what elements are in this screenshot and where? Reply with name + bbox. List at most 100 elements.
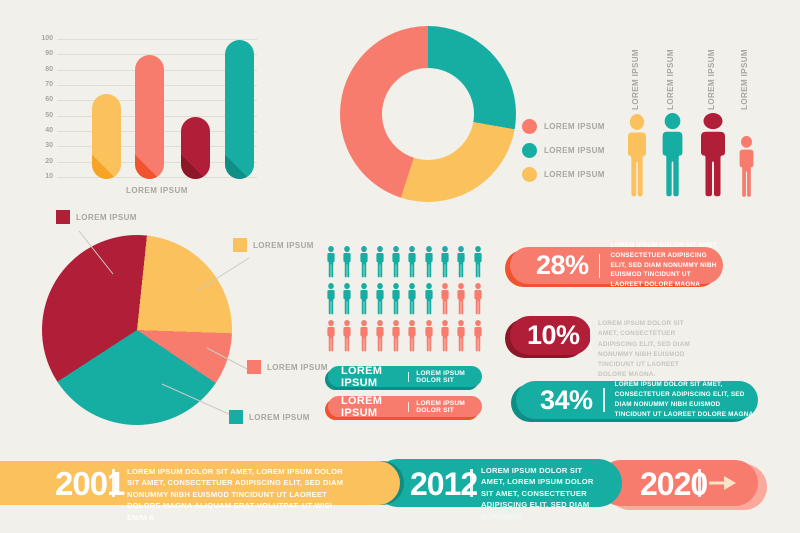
bar-bottom-shade [135, 154, 164, 179]
figure-label-vertical: LOREM IPSUM [707, 49, 716, 110]
legend-label: LOREM IPSUM [544, 146, 605, 155]
pie-key: LOREM IPSUM [247, 360, 328, 374]
person-icon [455, 283, 467, 315]
bar-bottom-shade [181, 154, 210, 179]
stat-divider [589, 322, 591, 349]
donut-hole [382, 68, 474, 160]
figure-label-vertical: LOREM IPSUM [631, 49, 640, 110]
stat-pill-28: 28% LOREM IPSUM DOLOR SIT AMET, CONSECTE… [510, 242, 723, 288]
stat-text-outside: LOREM IPSUM DOLOR SIT AMET, CONSECTETUER… [598, 320, 690, 379]
person-icon [325, 246, 337, 278]
pie-key-label: LOREM IPSUM [76, 212, 137, 222]
person-icon [423, 320, 435, 352]
bar-chart-x-label: LOREM IPSUM [126, 186, 188, 195]
pie-key: LOREM IPSUM [233, 238, 314, 252]
person-icon [472, 320, 484, 352]
legend-dot-yellow-icon [522, 167, 537, 182]
y-tick-label: 30 [45, 142, 53, 150]
person-icon [406, 246, 418, 278]
people-grid-row [325, 283, 484, 315]
stat-divider [598, 253, 601, 278]
person-icon [439, 320, 451, 352]
swatch-yellow-icon [233, 238, 247, 252]
bar-bottom-shade [225, 154, 254, 179]
y-tick-label: 90 [45, 50, 53, 58]
person-figure-icon [656, 113, 689, 198]
ribbon-divider [408, 401, 410, 412]
person-icon [455, 320, 467, 352]
stat-pill-10: 10% [510, 316, 591, 355]
stat-text: LOREM IPSUM DOLOR SIT AMET, CONSECTETUER… [610, 241, 719, 289]
y-tick-label: 80 [45, 65, 53, 73]
stat-text: LOREM IPSUM DOLOR SIT AMET, CONSECTETUER… [614, 381, 754, 418]
pie-key-label: LOREM IPSUM [267, 362, 328, 372]
person-icon [358, 320, 370, 352]
legend-label: LOREM IPSUM [544, 122, 605, 131]
legend-item: LOREM IPSUM [522, 167, 605, 182]
person-figure-icon [735, 136, 758, 198]
person-icon [341, 320, 353, 352]
grid-line [57, 54, 257, 56]
ribbon-teal: LOREM IPSUM LOREM IPSUM DOLOR SIT [328, 364, 482, 389]
person-icon [374, 246, 386, 278]
y-tick-label: 70 [45, 80, 53, 88]
stat-value: 34% [540, 384, 593, 415]
people-grid-row [325, 320, 484, 352]
pie-key: LOREM IPSUM [229, 410, 310, 424]
y-tick-label: 100 [41, 35, 53, 42]
y-tick-label: 20 [45, 157, 53, 165]
people-grid-row [325, 246, 484, 278]
swatch-dark-red-icon [56, 210, 70, 224]
timeline-divider [470, 469, 473, 497]
person-icon [455, 246, 467, 278]
timeline-divider [112, 469, 115, 497]
timeline-year: 2020 [640, 466, 708, 502]
ribbon-title: LOREM IPSUM [341, 394, 383, 419]
y-tick-label: 50 [45, 111, 53, 119]
grid-line [57, 39, 257, 40]
donut-chart [340, 26, 516, 202]
swatch-coral-icon [247, 360, 261, 374]
bar-coral [135, 55, 164, 179]
bar-dark_red [181, 117, 210, 179]
person-figure-icon [622, 114, 652, 198]
legend-label: LOREM IPSUM [544, 170, 605, 179]
stat-value: 28% [536, 250, 589, 280]
bar-teal [225, 40, 254, 179]
swatch-teal-icon [229, 410, 243, 424]
person-icon [325, 283, 337, 315]
person-icon [341, 283, 353, 315]
ribbon-divider [408, 371, 410, 382]
y-tick-label: 60 [45, 96, 53, 104]
figure-label-vertical: LOREM IPSUM [666, 49, 675, 110]
legend-item: LOREM IPSUM [522, 143, 605, 158]
ribbon-title: LOREM IPSUM [341, 364, 383, 389]
stat-pill-34: 34% LOREM IPSUM DOLOR SIT AMET, CONSECTE… [516, 381, 758, 419]
donut-legend: LOREM IPSUM LOREM IPSUM LOREM IPSUM [522, 119, 605, 191]
arrow-right-icon [709, 476, 736, 490]
person-icon [390, 283, 402, 315]
timeline-text: LOREM IPSUM DOLOR SIT AMET, LOREM IPSUM … [127, 467, 344, 522]
person-icon [390, 246, 402, 278]
person-icon [406, 320, 418, 352]
person-icon [423, 246, 435, 278]
pie-chart [42, 235, 232, 425]
timeline-divider [698, 469, 701, 497]
legend-item: LOREM IPSUM [522, 119, 605, 134]
people-grid [325, 246, 484, 357]
pie-key: LOREM IPSUM [56, 210, 137, 224]
ribbon-subtitle: LOREM IPSUM DOLOR SIT [416, 399, 465, 414]
person-icon [390, 320, 402, 352]
legend-dot-coral-icon [522, 119, 537, 134]
y-tick-label: 40 [45, 126, 53, 134]
timeline-text: LOREM IPSUM DOLOR SIT AMET, LOREM IPSUM … [481, 466, 594, 521]
bar-bottom-shade [92, 154, 121, 179]
legend-dot-teal-icon [522, 143, 537, 158]
timeline-year: 2012 [410, 466, 478, 502]
person-icon [341, 246, 353, 278]
person-icon [358, 283, 370, 315]
person-icon [439, 246, 451, 278]
person-icon [358, 246, 370, 278]
pie-key-label: LOREM IPSUM [249, 412, 310, 422]
